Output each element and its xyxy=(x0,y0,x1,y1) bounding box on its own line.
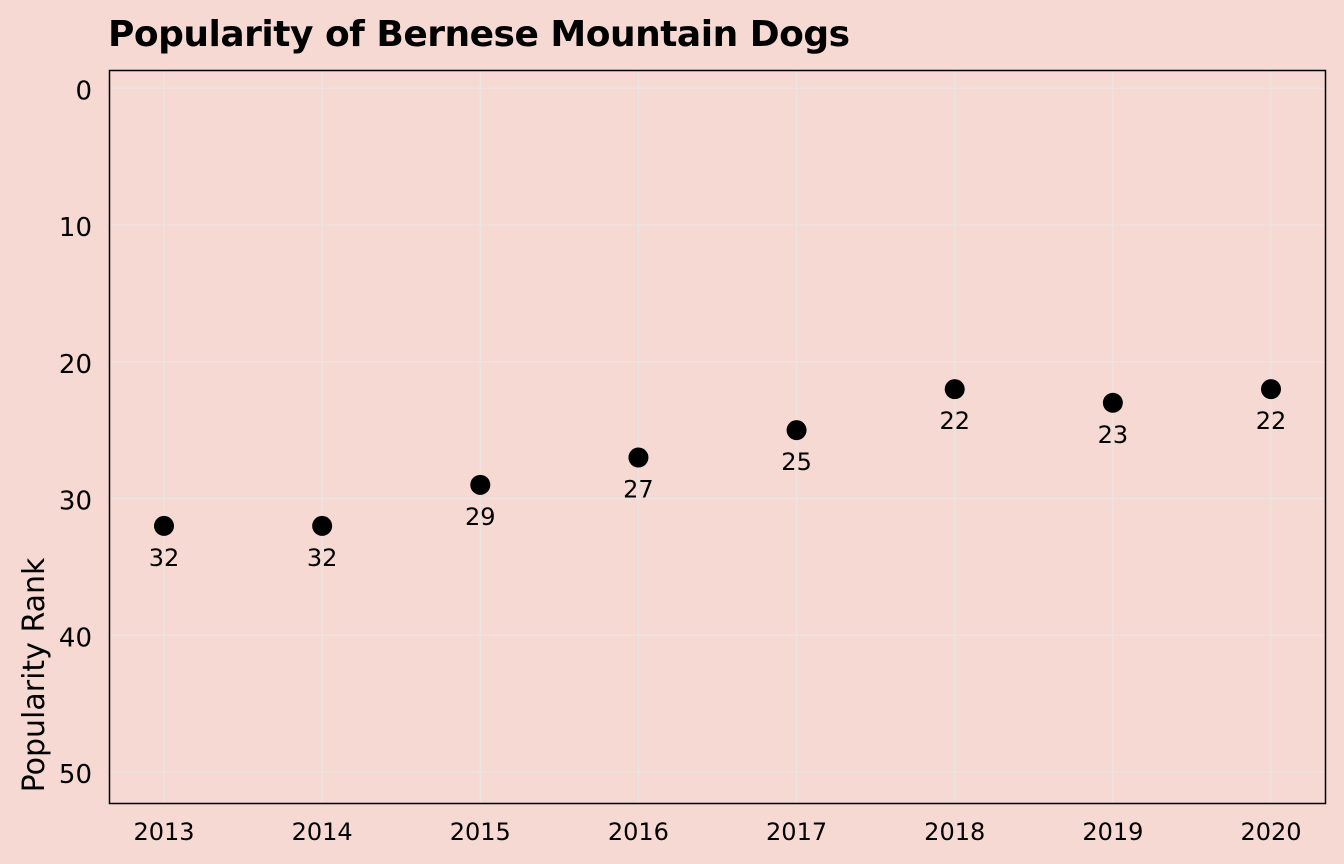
data-point xyxy=(1102,392,1123,413)
x-tick-label: 2013 xyxy=(133,818,194,846)
y-tick-label: 20 xyxy=(59,350,92,380)
data-label: 22 xyxy=(1256,407,1287,435)
y-axis-label: Popularity Rank xyxy=(17,557,52,792)
data-point xyxy=(944,379,965,400)
data-point xyxy=(628,447,649,468)
y-tick-label: 0 xyxy=(75,76,92,106)
data-label: 23 xyxy=(1098,421,1129,449)
data-label: 32 xyxy=(149,544,180,572)
data-point xyxy=(154,515,174,536)
y-axis-ticks: 0 10 20 30 40 50 xyxy=(59,76,92,790)
data-point xyxy=(470,474,491,495)
data-point xyxy=(312,515,333,536)
y-tick-label: 40 xyxy=(59,623,92,653)
data-points xyxy=(154,379,1281,536)
x-tick-label: 2020 xyxy=(1240,818,1301,846)
x-tick-label: 2019 xyxy=(1082,818,1143,846)
chart-title: Popularity of Bernese Mountain Dogs xyxy=(108,14,850,55)
data-labels: 32 32 29 27 25 22 23 22 xyxy=(149,407,1287,572)
data-point xyxy=(786,420,807,441)
y-tick-label: 50 xyxy=(59,760,92,790)
plot-frame xyxy=(108,69,1327,805)
data-label: 32 xyxy=(307,544,338,572)
grid-layer xyxy=(109,70,1326,804)
data-label: 27 xyxy=(623,476,654,504)
x-tick-label: 2016 xyxy=(608,818,669,846)
data-label: 22 xyxy=(939,407,970,435)
y-tick-label: 30 xyxy=(59,487,92,517)
x-tick-label: 2017 xyxy=(766,818,827,846)
x-tick-label: 2014 xyxy=(292,818,353,846)
x-tick-label: 2018 xyxy=(924,818,985,846)
x-axis-ticks: 2013 2014 2015 2016 2017 2018 2019 2020 xyxy=(133,818,1301,846)
data-label: 29 xyxy=(465,503,496,531)
data-point xyxy=(1261,379,1281,400)
y-tick-label: 10 xyxy=(59,213,92,243)
data-label: 25 xyxy=(781,448,812,476)
x-tick-label: 2015 xyxy=(450,818,511,846)
